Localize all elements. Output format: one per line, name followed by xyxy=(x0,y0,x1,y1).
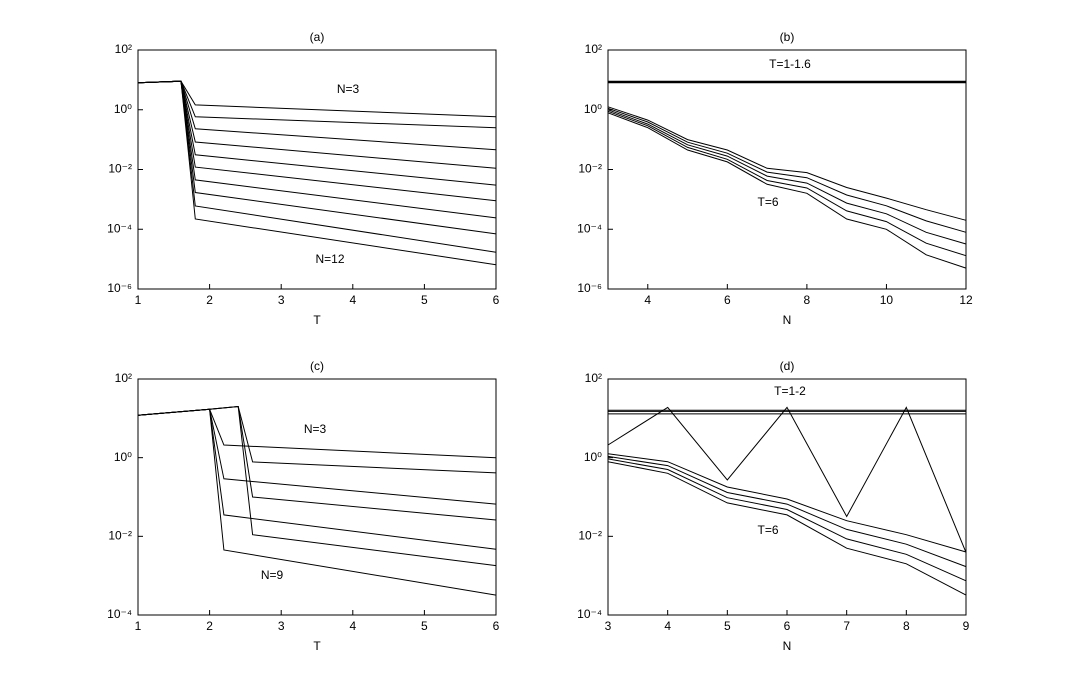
data-line xyxy=(137,80,497,266)
data-line xyxy=(607,106,967,221)
x-tick-label: 4 xyxy=(644,293,651,307)
x-tick-label: 3 xyxy=(605,619,612,633)
x-tick-label: 8 xyxy=(903,619,910,633)
x-axis-label: N xyxy=(783,639,792,653)
y-tick-label: 10⁻² xyxy=(108,162,132,176)
x-axis-label: T xyxy=(313,313,321,327)
y-tick-label: 10⁰ xyxy=(584,450,602,464)
plot-frame xyxy=(137,378,497,616)
annotation: N=3 xyxy=(337,82,360,96)
x-axis-label: T xyxy=(313,639,321,653)
y-tick-label: 10⁻⁴ xyxy=(577,221,602,235)
y-tick-label: 10⁰ xyxy=(584,102,602,116)
y-tick-label: 10⁻² xyxy=(578,162,602,176)
annotation: T=6 xyxy=(757,523,778,537)
plot-frame xyxy=(607,49,967,290)
y-tick-label: 10⁻² xyxy=(108,529,132,543)
x-tick-label: 5 xyxy=(421,293,428,307)
data-line xyxy=(137,80,497,129)
y-tick-label: 10⁻⁴ xyxy=(577,607,602,621)
data-line xyxy=(137,80,497,186)
x-tick-label: 6 xyxy=(493,293,500,307)
data-line xyxy=(607,110,967,257)
x-tick-label: 6 xyxy=(784,619,791,633)
data-line xyxy=(607,109,967,245)
data-line xyxy=(137,80,497,151)
y-tick-label: 10⁻² xyxy=(578,529,602,543)
y-tick-label: 10⁰ xyxy=(114,102,132,116)
x-tick-label: 5 xyxy=(724,619,731,633)
x-tick-label: 3 xyxy=(278,619,285,633)
annotation: T=1-1.6 xyxy=(769,57,811,71)
data-line xyxy=(607,461,967,596)
annotation: T=1-2 xyxy=(774,384,806,398)
x-tick-label: 1 xyxy=(135,619,142,633)
data-line xyxy=(607,453,967,553)
x-tick-label: 6 xyxy=(724,293,731,307)
x-tick-label: 3 xyxy=(278,293,285,307)
data-line xyxy=(607,112,967,269)
panel-title: (d) xyxy=(780,359,795,373)
data-line xyxy=(607,107,967,233)
x-tick-label: 2 xyxy=(206,293,213,307)
x-tick-label: 2 xyxy=(206,619,213,633)
y-tick-label: 10² xyxy=(115,42,132,56)
y-tick-label: 10⁻⁴ xyxy=(107,221,132,235)
x-tick-label: 9 xyxy=(963,619,970,633)
data-line xyxy=(137,80,497,118)
data-line xyxy=(137,80,497,219)
data-line xyxy=(137,408,497,596)
x-tick-label: 7 xyxy=(843,619,850,633)
annotation: N=9 xyxy=(261,568,284,582)
y-tick-label: 10² xyxy=(115,371,132,385)
x-tick-label: 4 xyxy=(664,619,671,633)
x-tick-label: 10 xyxy=(880,293,894,307)
y-tick-label: 10² xyxy=(585,42,602,56)
panel-title: (b) xyxy=(780,30,795,44)
x-tick-label: 1 xyxy=(135,293,142,307)
x-tick-label: 12 xyxy=(959,293,973,307)
annotation: T=6 xyxy=(757,195,778,209)
data-line xyxy=(137,405,497,474)
y-tick-label: 10⁻⁶ xyxy=(577,281,602,295)
annotation: N=12 xyxy=(315,252,344,266)
x-tick-label: 4 xyxy=(349,619,356,633)
data-line xyxy=(607,455,967,568)
x-tick-label: 5 xyxy=(421,619,428,633)
data-line xyxy=(607,406,967,553)
x-tick-label: 8 xyxy=(804,293,811,307)
y-tick-label: 10² xyxy=(585,371,602,385)
y-tick-label: 10⁰ xyxy=(114,450,132,464)
x-tick-label: 6 xyxy=(493,619,500,633)
x-tick-label: 4 xyxy=(349,293,356,307)
panel-title: (c) xyxy=(310,359,324,373)
y-tick-label: 10⁻⁴ xyxy=(107,607,132,621)
x-axis-label: N xyxy=(783,313,792,327)
annotation: N=3 xyxy=(304,422,327,436)
data-line xyxy=(607,458,967,582)
panel-title: (a) xyxy=(310,30,325,44)
y-tick-label: 10⁻⁶ xyxy=(107,281,132,295)
